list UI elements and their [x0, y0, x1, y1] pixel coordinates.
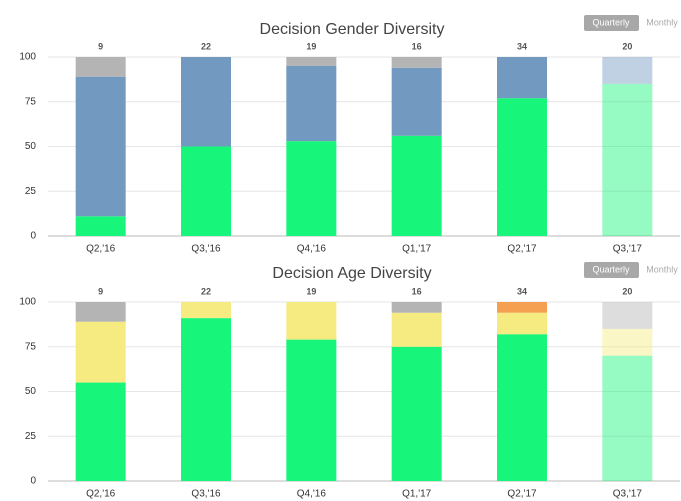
x-tick-label: Q3,'16: [191, 489, 221, 500]
bar-segment: [602, 355, 653, 481]
x-tick-label: Q1,'17: [402, 244, 432, 255]
bar-segment: [181, 57, 231, 147]
x-tick-label: Q4,'16: [297, 244, 327, 255]
button-bg: [584, 15, 639, 31]
bar-segment: [286, 302, 337, 340]
chart-title: Decision Gender Diversity: [260, 21, 445, 38]
x-tick-label: Q2,'17: [507, 244, 537, 255]
bar-segment: [75, 216, 126, 236]
x-tick-label: Q2,'16: [86, 244, 116, 255]
total-label: 22: [201, 41, 211, 51]
button[interactable]: Quarterly: [592, 264, 630, 274]
y-tick-label: 0: [30, 231, 36, 242]
bar-segment: [391, 67, 442, 136]
total-label: 9: [98, 41, 103, 51]
bar-segment: [286, 339, 337, 481]
bar-segment: [391, 302, 442, 313]
bar-segment: [497, 98, 547, 236]
button[interactable]: Quarterly: [592, 17, 630, 27]
total-label: 34: [517, 41, 527, 51]
bar-segment: [602, 83, 653, 236]
y-tick-label: 0: [30, 476, 36, 487]
button[interactable]: Monthly: [646, 17, 678, 27]
bar-segment: [391, 346, 442, 481]
total-label: 19: [306, 286, 316, 296]
x-tick-label: Q2,'16: [86, 489, 116, 500]
total-label: 19: [306, 41, 316, 51]
bar-segment: [181, 146, 231, 236]
bar-segment: [602, 302, 653, 329]
total-label: 20: [622, 41, 632, 51]
y-tick-label: 100: [19, 52, 36, 63]
bar-segment: [602, 328, 653, 356]
bar-segment: [602, 57, 653, 84]
bar-segment: [286, 57, 337, 66]
bar-segment: [75, 321, 126, 383]
x-tick-label: Q3,'17: [613, 244, 643, 255]
bar-segment: [75, 57, 126, 77]
y-tick-label: 50: [25, 141, 37, 152]
y-tick-label: 25: [25, 186, 37, 197]
bar-segment: [75, 382, 126, 481]
y-tick-label: 25: [25, 431, 37, 442]
bar-segment: [497, 302, 547, 313]
x-tick-label: Q4,'16: [297, 489, 327, 500]
bar-segment: [286, 65, 337, 142]
y-tick-label: 75: [25, 96, 37, 107]
bar-segment: [391, 312, 442, 347]
bar-segment: [497, 334, 547, 481]
y-tick-label: 75: [25, 341, 37, 352]
total-label: 22: [201, 286, 211, 296]
y-tick-label: 50: [25, 386, 37, 397]
bar-segment: [75, 76, 126, 217]
bar-segment: [391, 57, 442, 68]
x-tick-label: Q1,'17: [402, 489, 432, 500]
button[interactable]: Monthly: [646, 264, 678, 274]
x-tick-label: Q2,'17: [507, 489, 537, 500]
bar-segment: [391, 135, 442, 236]
bar-segment: [181, 318, 231, 481]
bar-segment: [286, 141, 337, 236]
bar-segment: [75, 302, 126, 322]
bar-segment: [497, 312, 547, 335]
bar-segment: [181, 302, 231, 319]
total-label: 16: [412, 41, 422, 51]
chart-title: Decision Age Diversity: [272, 265, 431, 282]
total-label: 16: [412, 286, 422, 296]
x-tick-label: Q3,'17: [613, 489, 643, 500]
button-bg: [584, 262, 639, 278]
bar-segment: [497, 57, 547, 99]
total-label: 9: [98, 286, 103, 296]
x-tick-label: Q3,'16: [191, 244, 221, 255]
total-label: 20: [622, 286, 632, 296]
total-label: 34: [517, 286, 527, 296]
y-tick-label: 100: [19, 297, 36, 308]
